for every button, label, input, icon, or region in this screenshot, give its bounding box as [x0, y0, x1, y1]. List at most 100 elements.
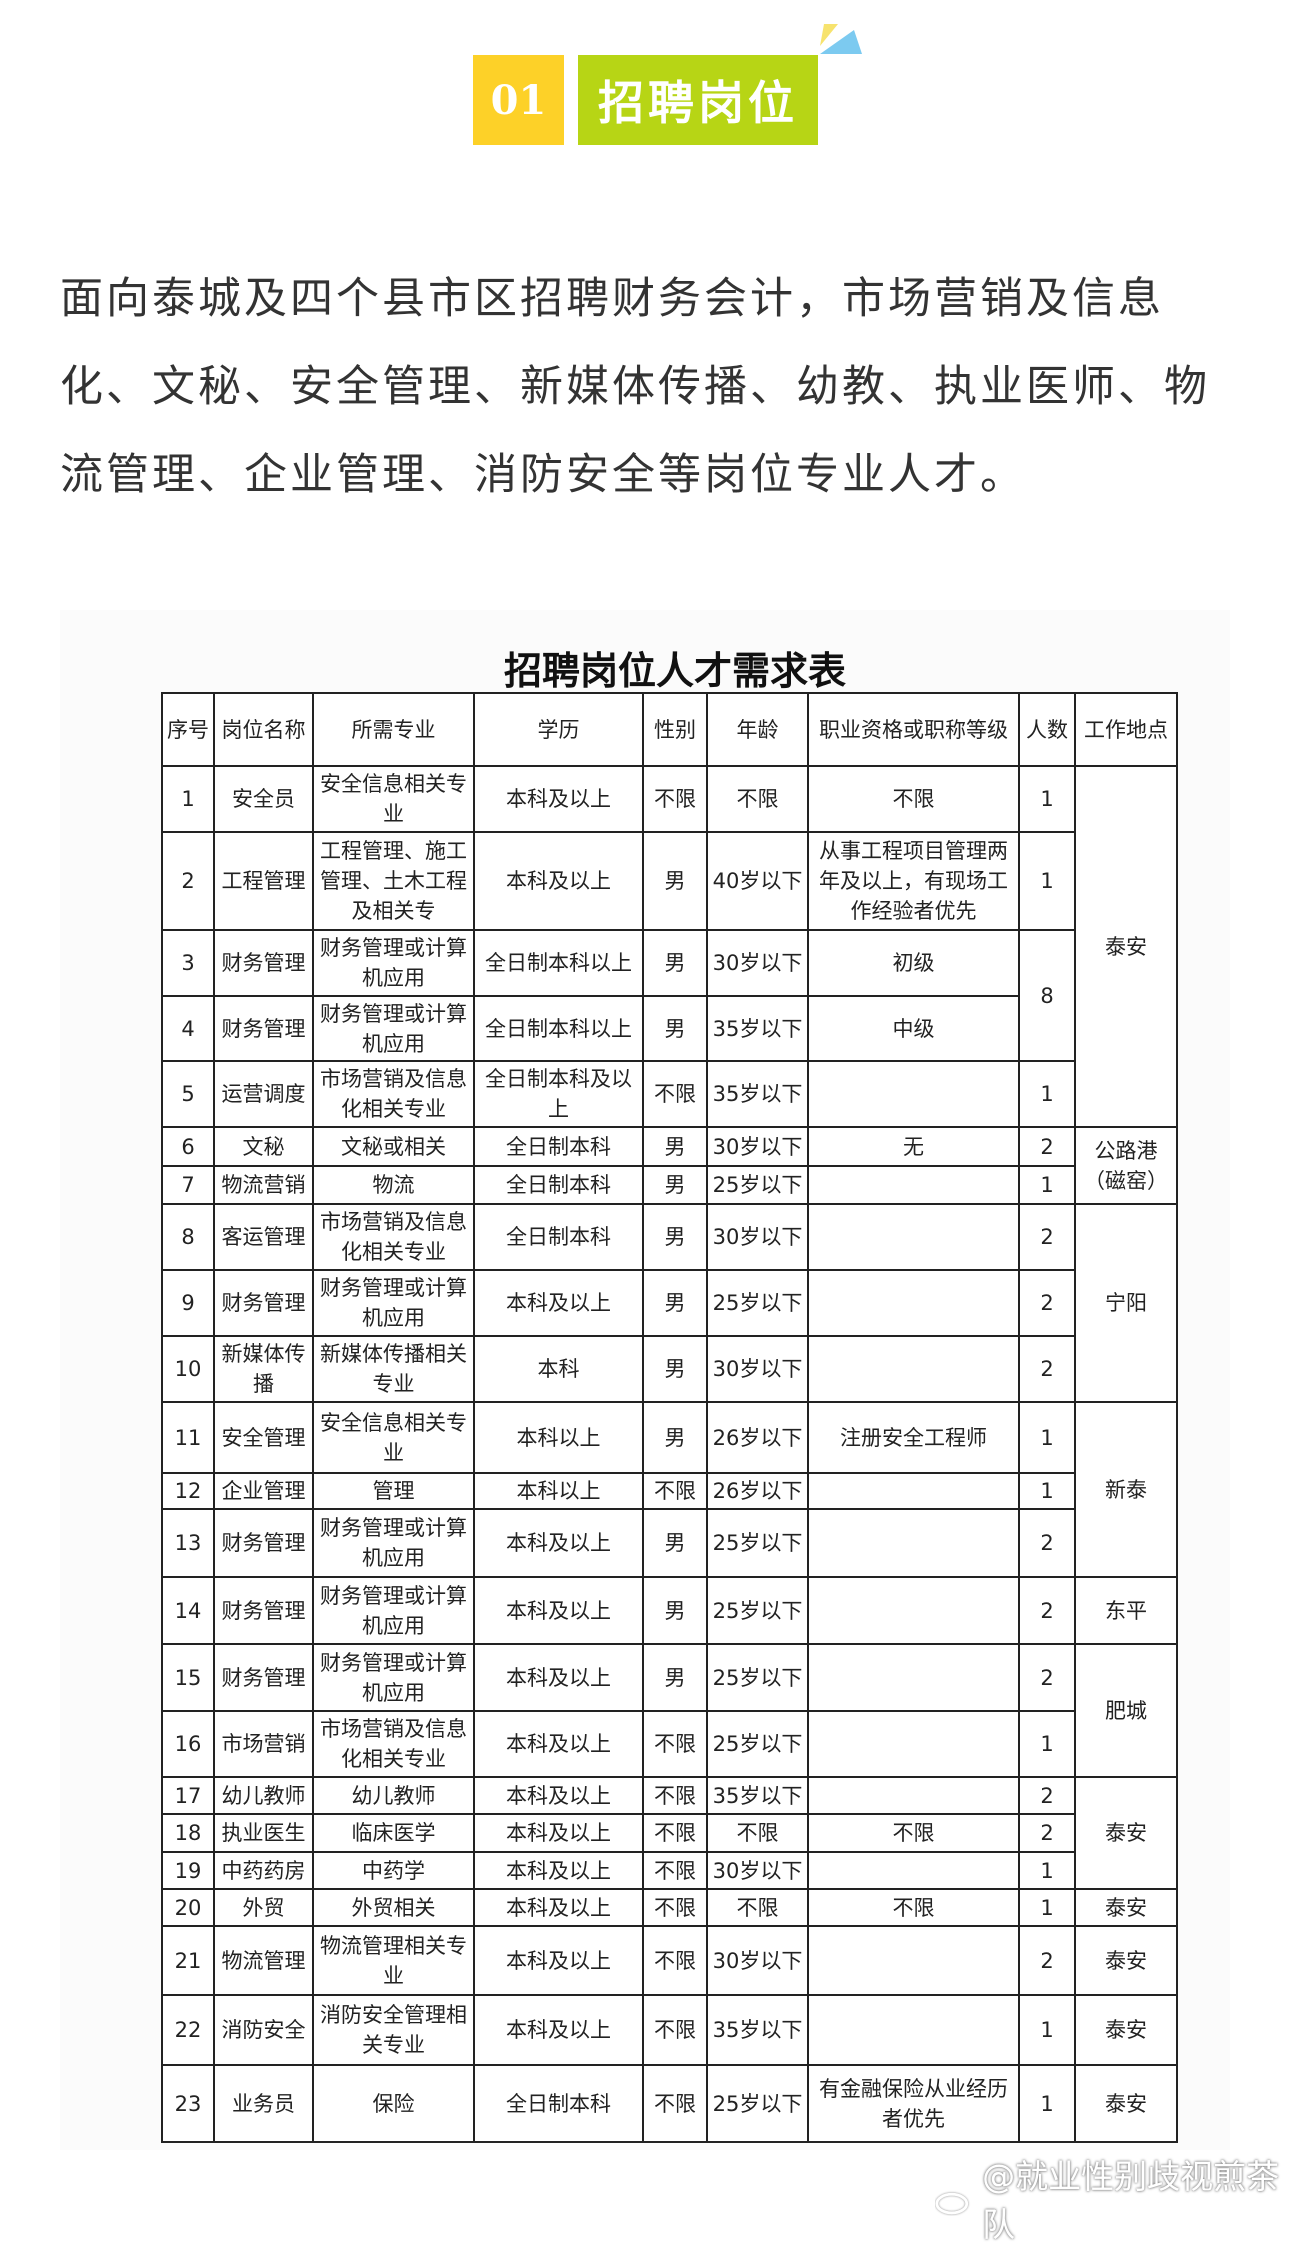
cell-qual — [807, 1643, 1020, 1712]
cell-no: 11 — [161, 1401, 215, 1474]
cell-major: 安全信息相关专业 — [312, 765, 475, 833]
cell-location: 新泰 — [1074, 1401, 1178, 1578]
table-row: 7 物流营销 物流 全日制本科男 25岁以下 1 — [161, 1165, 1177, 1205]
cell-qual — [807, 1851, 1020, 1890]
cell-major: 财务管理或计算机应用 — [312, 1269, 475, 1337]
cell-qual: 无 — [807, 1126, 1020, 1167]
cell-count: 8 — [1018, 929, 1076, 1062]
cell-major: 物流 — [312, 1165, 475, 1205]
table-row: 19 中药药房 中药学 本科及以上 不限 30岁以下 1 — [161, 1851, 1177, 1890]
cell-count: 1 — [1018, 1994, 1076, 2066]
cell-gender: 不限 — [642, 2064, 708, 2143]
cell-count: 2 — [1018, 1776, 1076, 1815]
cell-age: 25岁以下 — [706, 1508, 809, 1578]
cell-age: 30岁以下 — [706, 1203, 809, 1271]
cell-age: 26岁以下 — [706, 1401, 809, 1474]
cell-qual — [807, 1776, 1020, 1815]
cell-gender: 男 — [642, 831, 708, 931]
cell-gender: 男 — [642, 1576, 708, 1645]
cell-qual — [807, 1335, 1020, 1403]
cell-age: 30岁以下 — [706, 1126, 809, 1167]
section-number: 01 — [473, 55, 564, 145]
table-row: 1 安全员 安全信息相关专业 本科及以上 不限 不限 不限 1 泰安 — [161, 765, 1178, 1128]
cell-qual — [807, 1165, 1020, 1205]
cell-no: 22 — [161, 1994, 215, 2066]
cell-age: 35岁以下 — [706, 1060, 809, 1128]
cell-no: 17 — [161, 1776, 215, 1815]
cell-gender: 不限 — [642, 1925, 708, 1996]
table-row: 2 工程管理 工程管理、施工管理、土木工程及相关专 本科及以上男 40岁以下 从事工程项目… — [161, 831, 1177, 931]
cell-post: 消防安全 — [213, 1994, 314, 2066]
weibo-icon — [935, 2183, 974, 2215]
cell-age: 25岁以下 — [706, 1269, 809, 1337]
cell-edu: 本科及以上 — [473, 1508, 644, 1578]
cell-no: 23 — [161, 2064, 215, 2143]
table-row: 23 业务员 保险 全日制本科 不限 25岁以下 有金融保险从业经历者优先 1 泰安 — [161, 2064, 1178, 2143]
cell-no: 21 — [161, 1925, 215, 1996]
cell-edu: 全日制本科以上 — [473, 995, 644, 1062]
cell-post: 业务员 — [213, 2064, 314, 2143]
cell-post: 物流管理 — [213, 1925, 314, 1996]
cell-gender: 男 — [642, 1203, 708, 1271]
cell-gender: 男 — [642, 1401, 708, 1474]
cell-edu: 本科以上 — [473, 1401, 644, 1474]
cell-no: 19 — [161, 1851, 215, 1890]
table-row: 13 财务管理 财务管理或计算机应用 本科及以上男 25岁以下 2 — [161, 1508, 1177, 1578]
cell-count: 2 — [1018, 1269, 1076, 1337]
watermark-text: @就业性别歧视煎茶队 — [982, 2157, 1280, 2244]
cell-gender: 男 — [642, 1335, 708, 1403]
cell-post: 文秘 — [213, 1126, 314, 1167]
table-row: 16 市场营销 市场营销及信息化相关专业 本科及以上 不限 25岁以下 1 — [161, 1710, 1177, 1778]
cell-gender: 不限 — [642, 1776, 708, 1815]
cell-age: 不限 — [706, 1813, 809, 1853]
cell-edu: 全日制本科以上 — [473, 929, 644, 997]
cell-gender: 男 — [642, 1269, 708, 1337]
cell-post: 财务管理 — [213, 995, 314, 1062]
cell-major: 市场营销及信息化相关专业 — [312, 1203, 475, 1271]
cell-major: 物流管理相关专业 — [312, 1925, 475, 1996]
cell-count: 2 — [1018, 1813, 1076, 1853]
cell-major: 消防安全管理相关专业 — [312, 1994, 475, 2066]
cell-age: 25岁以下 — [706, 1710, 809, 1778]
column-header: 所需专业 — [312, 692, 475, 767]
cell-qual: 从事工程项目管理两年及以上，有现场工作经验者优先 — [807, 831, 1020, 931]
cell-age: 35岁以下 — [706, 1776, 809, 1815]
cell-age: 30岁以下 — [706, 1925, 809, 1996]
cell-age: 25岁以下 — [706, 1165, 809, 1205]
cell-qual: 注册安全工程师 — [807, 1401, 1020, 1474]
table-row: 22 消防安全 消防安全管理相关专业 本科及以上 不限 35岁以下 1 泰安 — [161, 1994, 1178, 2066]
cell-count: 2 — [1018, 1925, 1076, 1996]
cell-location: 宁阳 — [1074, 1203, 1178, 1403]
cell-no: 7 — [161, 1165, 215, 1205]
cell-post: 运营调度 — [213, 1060, 314, 1128]
cell-location: 公路港（磁窑） — [1074, 1126, 1178, 1205]
table-row: 10 新媒体传播 新媒体传播相关专业 本科男 30岁以下 2 — [161, 1335, 1177, 1403]
cell-edu: 本科以上 — [473, 1472, 644, 1510]
cell-qual — [807, 1508, 1020, 1578]
cell-edu: 本科及以上 — [473, 1710, 644, 1778]
cell-post: 安全管理 — [213, 1401, 314, 1474]
cell-count: 1 — [1018, 1710, 1076, 1778]
table-row: 3 财务管理 财务管理或计算机应用 全日制本科以上男 30岁以下 初级 8 — [161, 929, 1177, 1062]
table-row: 15 财务管理 财务管理或计算机应用 本科及以上男 25岁以下 2 肥城 — [161, 1643, 1178, 1778]
cell-gender: 男 — [642, 929, 708, 997]
cell-major: 工程管理、施工管理、土木工程及相关专 — [312, 831, 475, 931]
table-row: 21 物流管理 物流管理相关专业 本科及以上 不限 30岁以下 2 泰安 — [161, 1925, 1178, 1996]
column-header: 学历 — [473, 692, 644, 767]
table-row: 18 执业医生 临床医学 本科及以上 不限 不限 不限 2 — [161, 1813, 1177, 1853]
table-row: 12 企业管理 管理 本科以上 不限 26岁以下 1 — [161, 1472, 1177, 1510]
cell-no: 13 — [161, 1508, 215, 1578]
cell-post: 财务管理 — [213, 1576, 314, 1645]
column-header: 序号 — [161, 692, 215, 767]
cell-post: 幼儿教师 — [213, 1776, 314, 1815]
cell-qual: 不限 — [807, 765, 1020, 833]
cell-no: 14 — [161, 1576, 215, 1645]
cell-edu: 全日制本科 — [473, 2064, 644, 2143]
cell-edu: 本科及以上 — [473, 1643, 644, 1712]
cell-no: 5 — [161, 1060, 215, 1128]
cell-post: 市场营销 — [213, 1710, 314, 1778]
cell-qual: 不限 — [807, 1813, 1020, 1853]
cell-major: 中药学 — [312, 1851, 475, 1890]
intro-paragraph: 面向泰城及四个县市区招聘财务会计，市场营销及信息化、文秘、安全管理、新媒体传播、… — [60, 274, 1210, 500]
cell-location: 东平 — [1074, 1576, 1178, 1645]
